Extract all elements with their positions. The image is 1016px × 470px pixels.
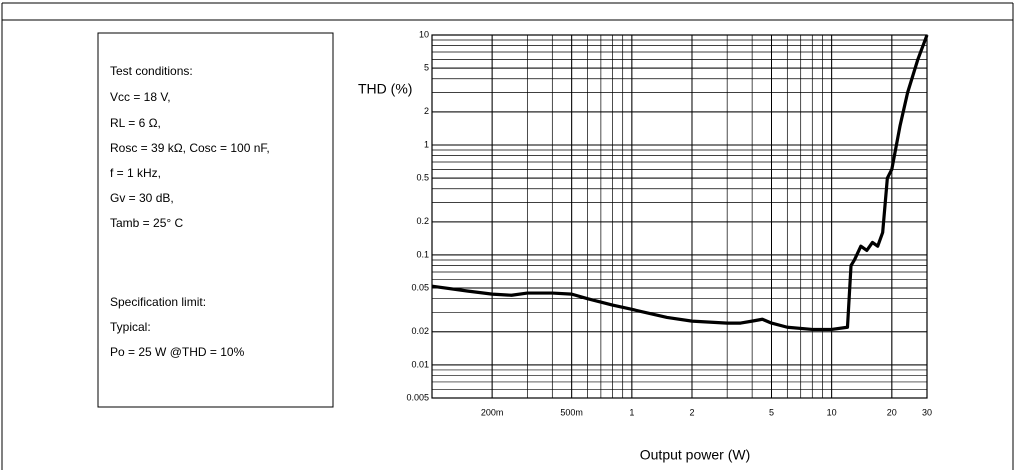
x-tick-label: 200m (481, 407, 504, 417)
x-tick-label: 1 (629, 407, 634, 417)
annotation: RL = 6 Ω, (110, 116, 161, 130)
x-tick-label: 20 (887, 407, 897, 417)
y-tick-label: 0.01 (411, 359, 429, 369)
data-line (431, 34, 929, 332)
y-tick-label: 5 (424, 62, 429, 72)
annotation: Typical: (110, 320, 151, 334)
annotation: Test conditions: (110, 64, 193, 78)
y-tick-label: 0.5 (416, 172, 429, 182)
annotation: Specification limit: (110, 295, 206, 309)
x-tick-label: 5 (769, 407, 774, 417)
y-tick-label: 0.05 (411, 282, 429, 292)
y-tick-label: 2 (424, 106, 429, 116)
annotation: Tamb = 25° C (110, 216, 184, 230)
y-axis-title: THD (%) (358, 81, 412, 97)
y-tick-label: 0.02 (411, 326, 429, 336)
y-tick-label: 0.1 (416, 249, 429, 259)
y-tick-label: 0.005 (406, 392, 429, 402)
annotation: Gv = 30 dB, (110, 191, 174, 205)
annotation: Rosc = 39 kΩ, Cosc = 100 nF, (110, 141, 270, 155)
y-tick-label: 0.2 (416, 216, 429, 226)
conditions-box (97, 32, 334, 408)
annotation: Vcc = 18 V, (110, 90, 171, 104)
x-axis-title: Output power (W) (640, 447, 750, 463)
y-tick-label: 10 (419, 29, 429, 39)
x-tick-label: 30 (922, 407, 932, 417)
plot-frame (431, 34, 928, 399)
annotation: Po = 25 W @THD = 10% (110, 345, 245, 359)
x-tick-label: 2 (689, 407, 694, 417)
annotation: f = 1 kHz, (110, 166, 161, 180)
y-tick-label: 1 (424, 139, 429, 149)
x-tick-label: 500m (560, 407, 583, 417)
x-tick-label: 10 (827, 407, 837, 417)
